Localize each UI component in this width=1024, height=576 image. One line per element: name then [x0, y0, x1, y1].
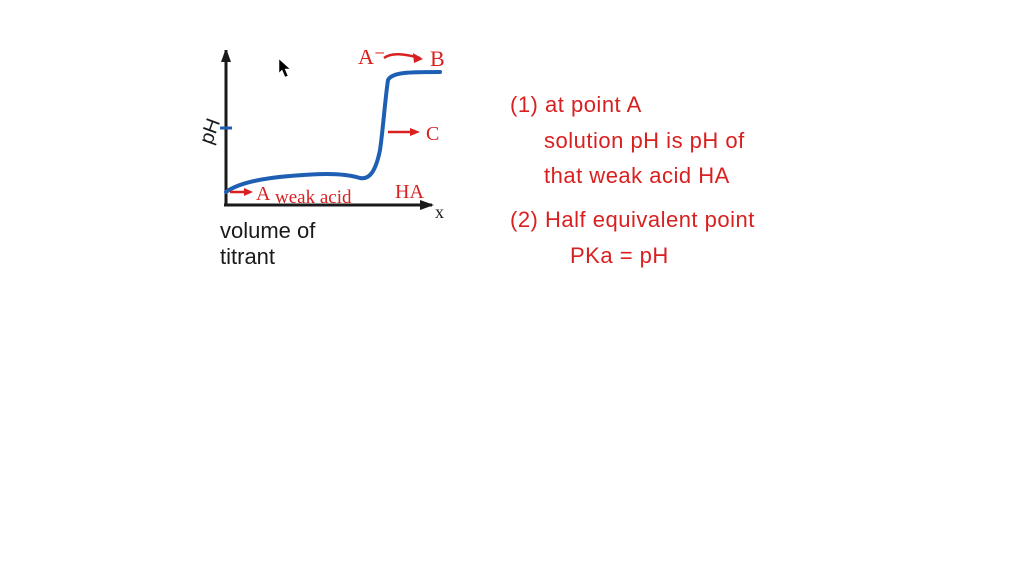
x-axis-label: volume of titrant	[220, 218, 315, 270]
label-b: B	[430, 50, 445, 71]
label-a-minus: A⁻	[358, 50, 386, 69]
arrow-c-head	[410, 128, 420, 136]
label-c: C	[426, 123, 439, 145]
label-a: A	[256, 183, 271, 205]
label-x: x	[435, 202, 444, 222]
label-ha: HA	[395, 181, 424, 203]
y-axis-arrow	[221, 50, 231, 62]
arrow-a-head	[244, 188, 253, 196]
arrow-b-head	[413, 53, 423, 63]
note-line-2: solution pH is pH of	[510, 126, 990, 156]
note-line-1: (1) at point A	[510, 90, 990, 120]
notes-block: (1) at point A solution pH is pH of that…	[510, 90, 990, 276]
label-weak-acid: weak acid	[275, 187, 352, 208]
note-line-3: that weak acid HA	[510, 161, 990, 191]
note-line-4: (2) Half equivalent point	[510, 205, 990, 235]
titration-chart: A weak acid HA A⁻ B C x pH volume of tit…	[220, 50, 480, 270]
note-line-5: PKa = pH	[510, 241, 990, 271]
